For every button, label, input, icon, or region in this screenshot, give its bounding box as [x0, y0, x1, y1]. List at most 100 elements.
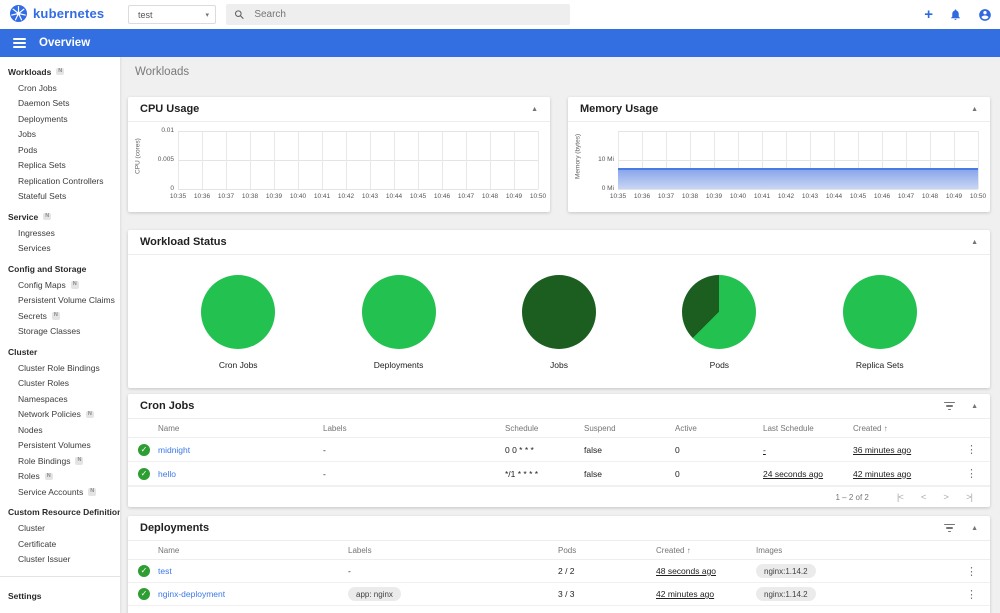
column-header-created[interactable]: Created ↑ [853, 423, 888, 433]
x-tick-label: 10:41 [753, 193, 771, 200]
collapse-icon[interactable]: ▲ [971, 238, 978, 246]
sidebar-item-persistent-volumes[interactable]: Persistent Volumes [0, 438, 120, 454]
resource-link[interactable]: nginx-deployment [158, 589, 226, 599]
cell-created[interactable]: 42 minutes ago [656, 589, 715, 599]
notifications-bell-icon[interactable] [949, 8, 962, 21]
search-bar[interactable] [226, 4, 570, 25]
column-header-name[interactable]: Name [158, 545, 180, 555]
column-header-pods[interactable]: Pods [558, 545, 577, 555]
user-account-icon[interactable] [978, 8, 992, 22]
cell-last-schedule[interactable]: 24 seconds ago [763, 468, 824, 479]
resource-link[interactable]: midnight [158, 444, 191, 455]
sidebar-item-custom-resource-definitions[interactable]: Custom Resource Definitions [0, 504, 120, 521]
sidebar-item-service-accounts[interactable]: Service Accounts N [0, 484, 120, 500]
gridline [834, 131, 835, 189]
filter-icon[interactable] [944, 401, 956, 411]
sidebar-item-cluster-role-bindings[interactable]: Cluster Role Bindings [0, 360, 120, 376]
sidebar-item-deployments[interactable]: Deployments [0, 111, 120, 127]
x-tick-label: 10:43 [361, 193, 379, 200]
sidebar-item-daemon-sets[interactable]: Daemon Sets [0, 96, 120, 112]
sidebar-item-network-policies[interactable]: Network Policies N [0, 407, 120, 423]
cell-schedule: */1 * * * * [505, 468, 539, 479]
x-tick-label: 10:43 [801, 193, 819, 200]
cell-created[interactable]: 48 seconds ago [656, 566, 717, 576]
sidebar-item-cron-jobs[interactable]: Cron Jobs [0, 80, 120, 96]
column-header-images[interactable]: Images [756, 545, 783, 555]
row-menu-icon[interactable]: ⋮ [966, 565, 977, 578]
sidebar-item-persistent-volume-claims[interactable]: Persistent Volume ClaimsN [0, 293, 120, 309]
x-tick-label: 10:36 [193, 193, 211, 200]
sidebar-section-workloads: Workloads N Cron Jobs Daemon Sets Deployment… [0, 63, 120, 204]
sidebar-item-pods[interactable]: Pods [0, 142, 120, 158]
sidebar-item-service[interactable]: Service N [0, 208, 120, 225]
first-page-icon[interactable]: |< [896, 491, 904, 503]
table-header-row: Name Labels Schedule Suspend Active Last Sche… [128, 419, 990, 438]
x-tick-label: 10:49 [945, 193, 963, 200]
collapse-icon[interactable]: ▲ [971, 402, 978, 410]
namespace-selector[interactable]: test ▾ [128, 5, 216, 24]
sidebar-item-stateful-sets[interactable]: Stateful Sets [0, 189, 120, 205]
collapse-icon[interactable]: ▲ [971, 105, 978, 113]
collapse-icon[interactable]: ▲ [531, 105, 538, 113]
kubernetes-logo[interactable]: kubernetes [10, 5, 104, 22]
sidebar-item-cluster-issuer[interactable]: Cluster Issuer [0, 552, 120, 568]
column-header-name[interactable]: Name [158, 423, 180, 433]
pie-label: Pods [709, 359, 730, 370]
resource-link[interactable]: hello [158, 468, 176, 479]
sidebar-item-settings[interactable]: Settings [8, 590, 42, 601]
sidebar-item-jobs[interactable]: Jobs [0, 127, 120, 143]
sidebar-item-config-and-storage[interactable]: Config and Storage [0, 260, 120, 277]
column-header-active[interactable]: Active [675, 423, 697, 433]
sidebar-item-label: Replica Sets [18, 160, 66, 171]
row-menu-icon[interactable]: ⋮ [966, 444, 977, 456]
sidebar-item-workloads[interactable]: Workloads N [0, 63, 120, 80]
column-header-schedule[interactable]: Schedule [505, 423, 539, 433]
namespaced-badge: N [44, 472, 53, 480]
cell-last-schedule[interactable]: - [763, 444, 766, 455]
sidebar-item-services[interactable]: Services [0, 241, 120, 257]
sidebar-item-cluster-roles[interactable]: Cluster Roles [0, 376, 120, 392]
column-header-labels[interactable]: Labels [323, 423, 347, 433]
column-header-suspend[interactable]: Suspend [584, 423, 616, 433]
sidebar-item-certificate[interactable]: Certificate [0, 536, 120, 552]
filter-icon[interactable] [944, 523, 956, 533]
row-menu-icon[interactable]: ⋮ [966, 588, 977, 601]
collapse-icon[interactable]: ▲ [971, 524, 978, 532]
top-bar: kubernetes test ▾ + [0, 0, 1000, 29]
resource-link[interactable]: test [158, 566, 172, 576]
column-header-created[interactable]: Created ↑ [656, 545, 691, 555]
cell-suspend: false [584, 468, 602, 479]
row-menu-icon[interactable]: ⋮ [966, 468, 977, 480]
sidebar-item-storage-classes[interactable]: Storage Classes [0, 324, 120, 340]
pie-chart [842, 274, 917, 349]
sidebar-item-ingresses[interactable]: Ingresses [0, 225, 120, 241]
sidebar-item-replica-sets[interactable]: Replica Sets [0, 158, 120, 174]
add-resource-icon[interactable]: + [924, 6, 933, 23]
last-page-icon[interactable]: >| [965, 491, 973, 503]
sidebar-item-replication-controllers[interactable]: Replication Controllers [0, 173, 120, 189]
sidebar-item-nodes[interactable]: Nodes [0, 422, 120, 438]
sidebar-item-about[interactable]: About [0, 606, 120, 613]
sidebar-item-config-maps[interactable]: Config Maps N [0, 277, 120, 293]
sidebar-item-secrets[interactable]: Secrets N [0, 308, 120, 324]
sidebar-item-roles[interactable]: Roles N [0, 469, 120, 485]
gridline [298, 131, 299, 189]
cell-created[interactable]: 42 minutes ago [853, 468, 912, 479]
sidebar-item-namespaces[interactable]: Namespaces [0, 391, 120, 407]
cpu-chart: CPU (cores) 0.01 0.005 0 10:35 10:36 10:37… [128, 123, 550, 212]
gridline [738, 131, 739, 189]
gridline [322, 131, 323, 189]
sidebar-item-label: Services [18, 243, 51, 254]
sidebar-item-cluster[interactable]: Cluster [0, 521, 120, 537]
next-page-icon[interactable]: > [943, 491, 948, 503]
hamburger-menu-icon[interactable] [13, 36, 26, 50]
search-input[interactable] [254, 9, 562, 20]
column-header-labels[interactable]: Labels [348, 545, 372, 555]
column-header-last-schedule[interactable]: Last Schedule [763, 423, 814, 433]
cell-created[interactable]: 36 minutes ago [853, 444, 912, 455]
x-tick-label: 10:46 [873, 193, 891, 200]
sidebar-item-cluster[interactable]: Cluster [0, 343, 120, 360]
sidebar-item-role-bindings[interactable]: Role Bindings N [0, 453, 120, 469]
prev-page-icon[interactable]: < [920, 491, 926, 503]
sidebar-item-label: Cluster [18, 523, 45, 534]
